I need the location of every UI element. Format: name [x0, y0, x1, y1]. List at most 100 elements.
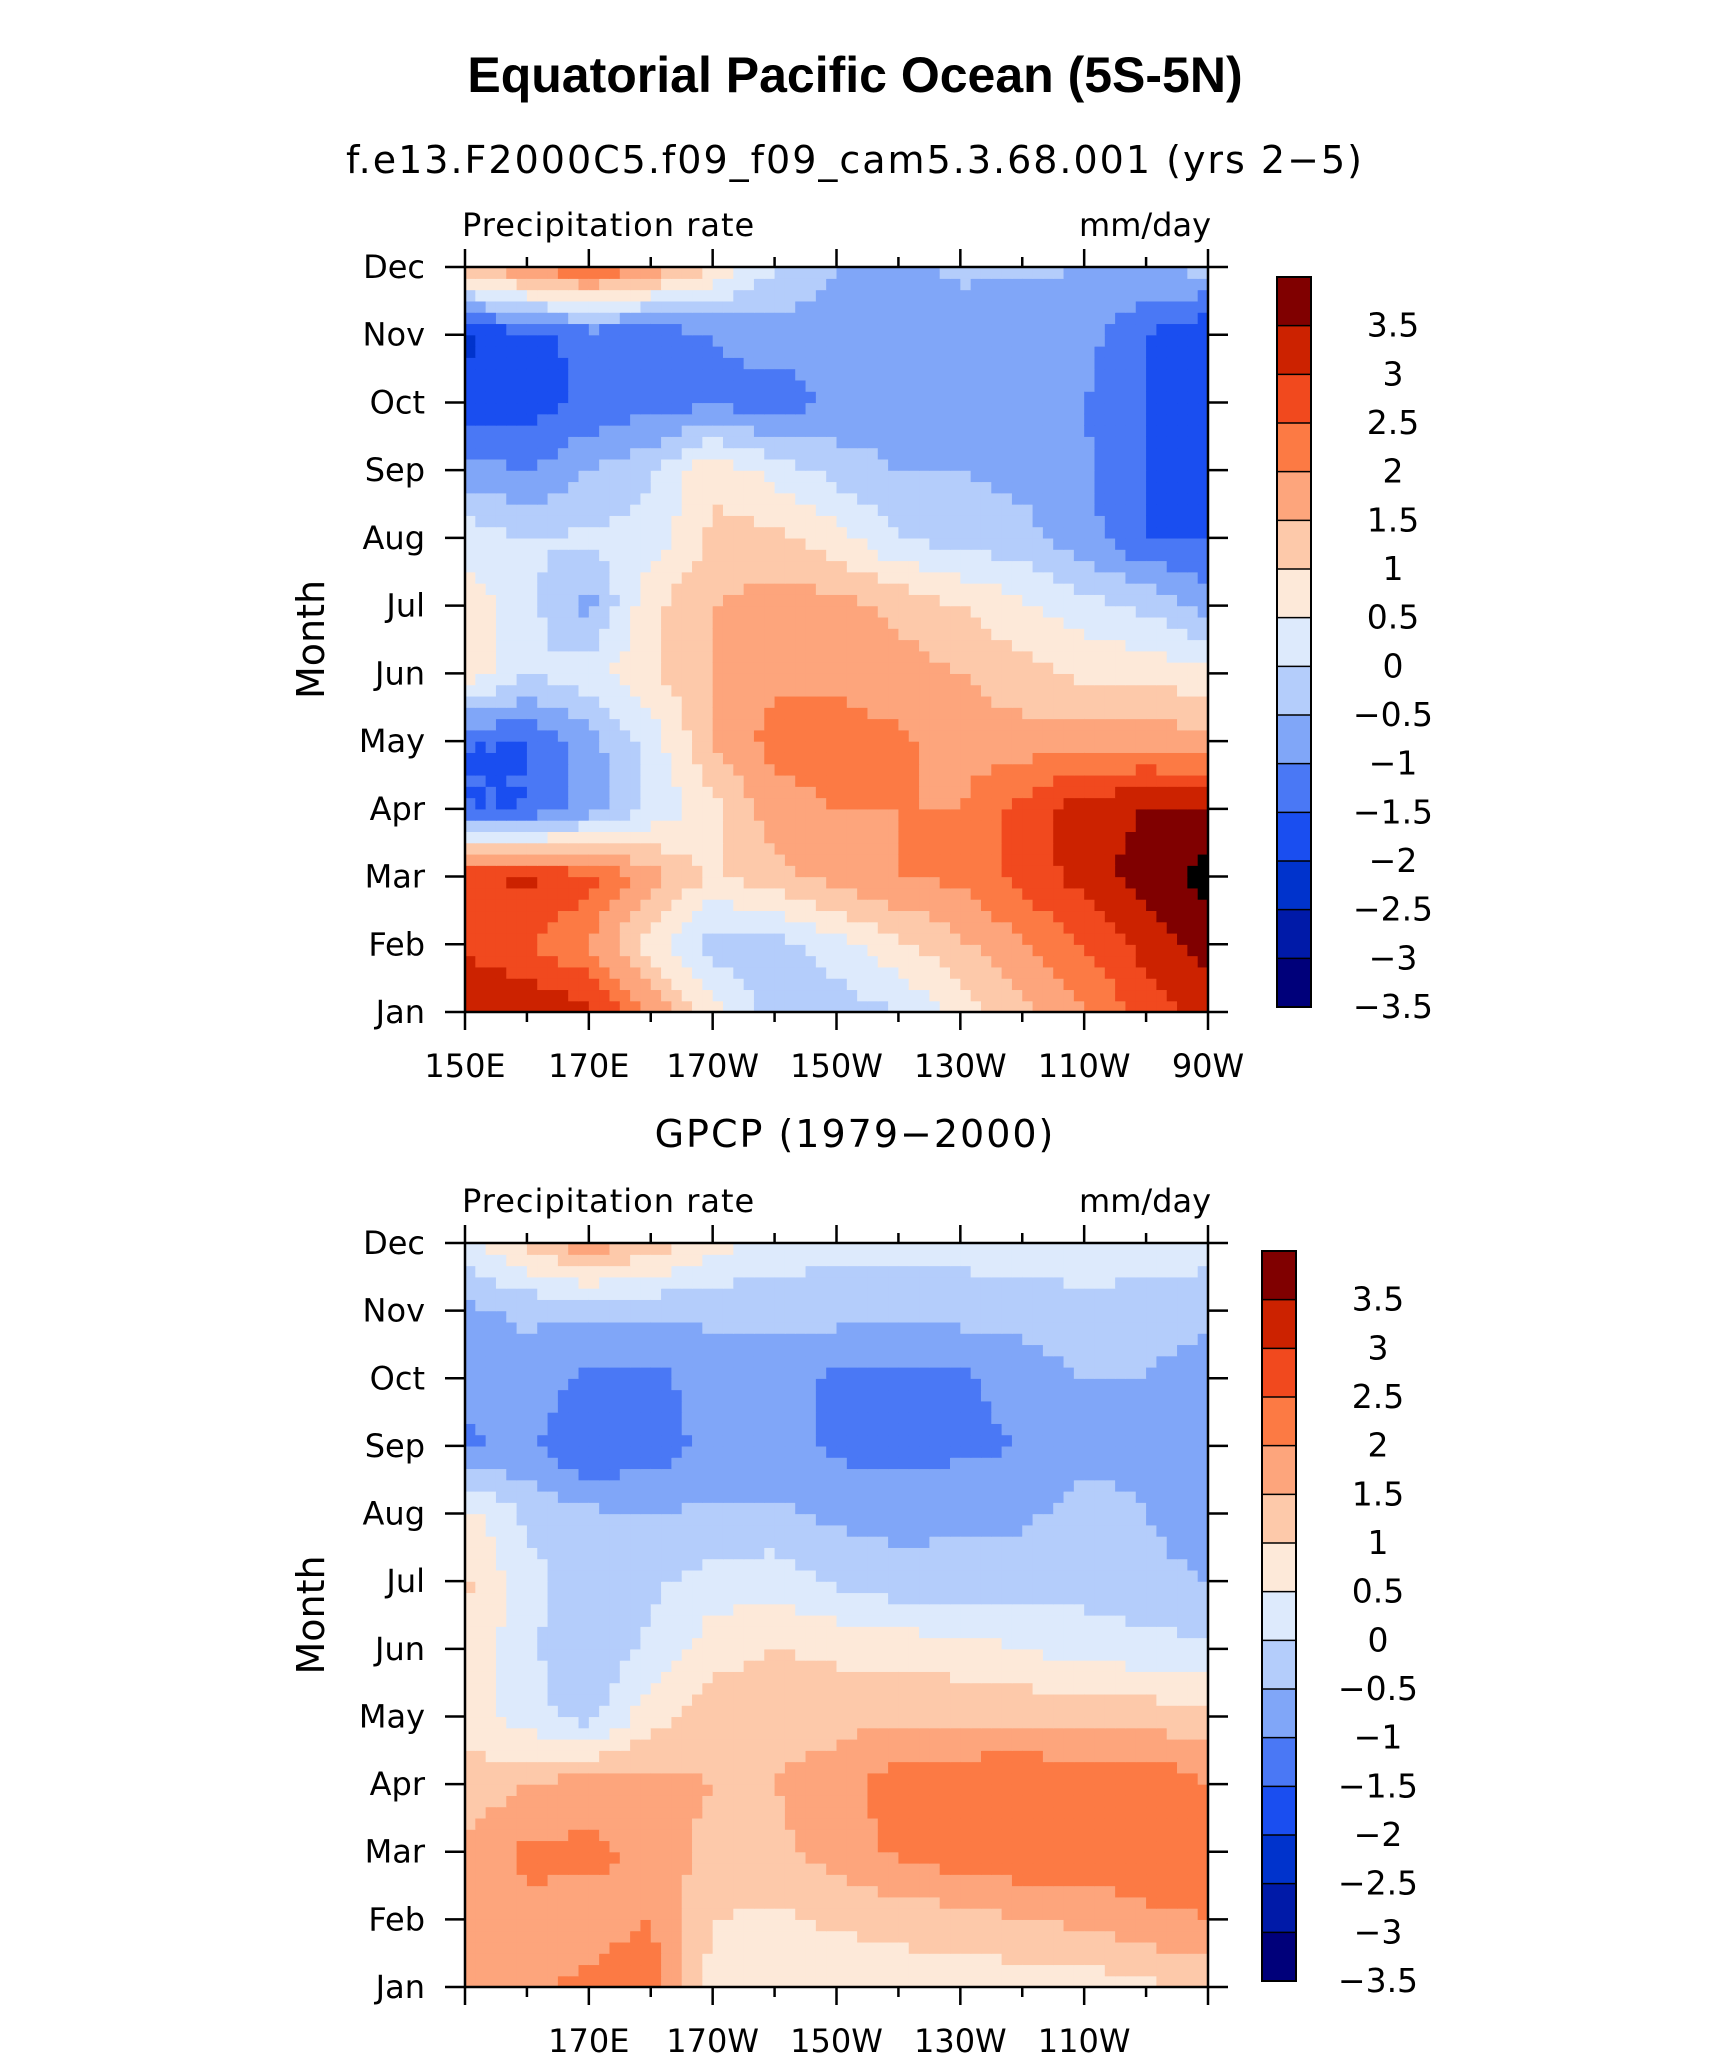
heatmap-cell — [795, 831, 807, 844]
heatmap-cell — [898, 560, 910, 573]
heatmap-cell — [526, 594, 538, 607]
heatmap-cell — [857, 300, 869, 313]
heatmap-cell — [1135, 831, 1147, 844]
heatmap-cell — [1104, 470, 1116, 483]
heatmap-cell — [867, 989, 879, 1002]
heatmap-cell — [681, 978, 693, 991]
heatmap-cell — [1063, 447, 1075, 460]
heatmap-cell — [784, 989, 796, 1002]
heatmap-cell — [980, 887, 992, 900]
heatmap-cell — [929, 921, 941, 934]
heatmap-cell — [1053, 470, 1065, 483]
heatmap-cell — [609, 425, 621, 437]
heatmap-cell — [640, 470, 652, 483]
heatmap-cell — [877, 425, 889, 437]
heatmap-cell — [857, 831, 869, 844]
heatmap-cell — [1042, 492, 1054, 505]
heatmap-cell — [475, 594, 487, 607]
heatmap-cell — [877, 560, 889, 573]
heatmap-cell — [588, 808, 600, 821]
heatmap-cell — [1063, 932, 1075, 945]
heatmap-cell — [867, 334, 879, 347]
heatmap-cell — [960, 921, 972, 934]
heatmap-cell — [919, 853, 930, 866]
heatmap-cell — [764, 357, 776, 370]
heatmap-cell — [1042, 278, 1054, 291]
heatmap-cell — [1063, 899, 1075, 912]
heatmap-cell — [815, 605, 827, 618]
heatmap-cell — [640, 989, 652, 1002]
heatmap-cell — [1177, 447, 1188, 460]
heatmap-cell — [1187, 695, 1199, 708]
heatmap-cell — [950, 278, 961, 291]
heatmap-cell — [526, 955, 538, 968]
heatmap-cell — [1063, 594, 1075, 607]
heatmap-cell — [599, 662, 611, 674]
heatmap-cell — [1177, 978, 1188, 991]
heatmap-cell — [630, 707, 642, 720]
heatmap-cell — [588, 932, 600, 945]
heatmap-cell — [877, 673, 889, 686]
heatmap-cell — [692, 492, 703, 505]
heatmap-cell — [619, 357, 631, 370]
heatmap-cell — [650, 436, 662, 449]
heatmap-cell — [991, 289, 1003, 302]
heatmap-cell — [702, 346, 714, 358]
heatmap-cell — [1197, 944, 1208, 957]
heatmap-cell — [702, 752, 714, 765]
heatmap-cell — [1032, 357, 1044, 370]
heatmap-cell — [836, 989, 848, 1002]
heatmap-cell — [846, 752, 858, 765]
heatmap-cells — [465, 1243, 1208, 1987]
heatmap-cell — [1094, 458, 1106, 471]
heatmap-cell — [1001, 763, 1013, 776]
heatmap-cell — [970, 684, 982, 697]
heatmap-cell — [815, 267, 827, 279]
heatmap-cell — [1104, 853, 1116, 866]
heatmap-cell — [475, 910, 487, 923]
heatmap-cell — [671, 763, 683, 776]
heatmap-cell — [774, 887, 786, 900]
heatmap-cell — [1104, 989, 1116, 1002]
heatmap-cell — [1146, 379, 1157, 392]
heatmap-cell — [526, 413, 538, 426]
heatmap-cell — [836, 695, 848, 708]
heatmap-cell — [568, 549, 580, 562]
heatmap-cell — [537, 695, 549, 708]
heatmap-cell — [939, 447, 951, 460]
heatmap-cell — [867, 876, 879, 889]
heatmap-cell — [485, 662, 497, 674]
heatmap-cell — [991, 616, 1003, 629]
heatmap-cell — [1177, 515, 1188, 528]
heatmap-cell — [1073, 842, 1085, 855]
heatmap-cell — [692, 436, 703, 449]
heatmap-cell — [888, 560, 900, 573]
heatmap-cell — [743, 402, 755, 415]
heatmap-cell — [826, 650, 838, 663]
heatmap-cell — [743, 267, 755, 279]
heatmap-cell — [1032, 910, 1044, 923]
heatmap-cell — [1001, 605, 1013, 618]
heatmap-cell — [1125, 842, 1137, 855]
heatmap-cell — [630, 876, 642, 889]
heatmap-cell — [599, 741, 611, 753]
heatmap-cell — [980, 560, 992, 573]
heatmap-cell — [1187, 797, 1199, 810]
heatmap-cell — [1166, 831, 1178, 844]
heatmap-cell — [661, 978, 672, 991]
heatmap-cell — [1001, 752, 1013, 765]
heatmap-cell — [650, 1000, 662, 1012]
heatmap-cell — [753, 346, 765, 358]
heatmap-cell — [1053, 865, 1065, 878]
heatmap-cell — [526, 515, 538, 528]
heatmap-cell — [640, 944, 652, 957]
heatmap-cell — [495, 752, 507, 765]
heatmap-cell — [950, 458, 961, 471]
heatmap-cell — [547, 989, 559, 1002]
heatmap-cell — [619, 932, 631, 945]
heatmap-cell — [774, 560, 786, 573]
heatmap-cell — [485, 436, 497, 449]
heatmap-cell — [1094, 515, 1106, 528]
heatmap-cell — [826, 989, 838, 1002]
heatmap-cell — [702, 899, 714, 912]
